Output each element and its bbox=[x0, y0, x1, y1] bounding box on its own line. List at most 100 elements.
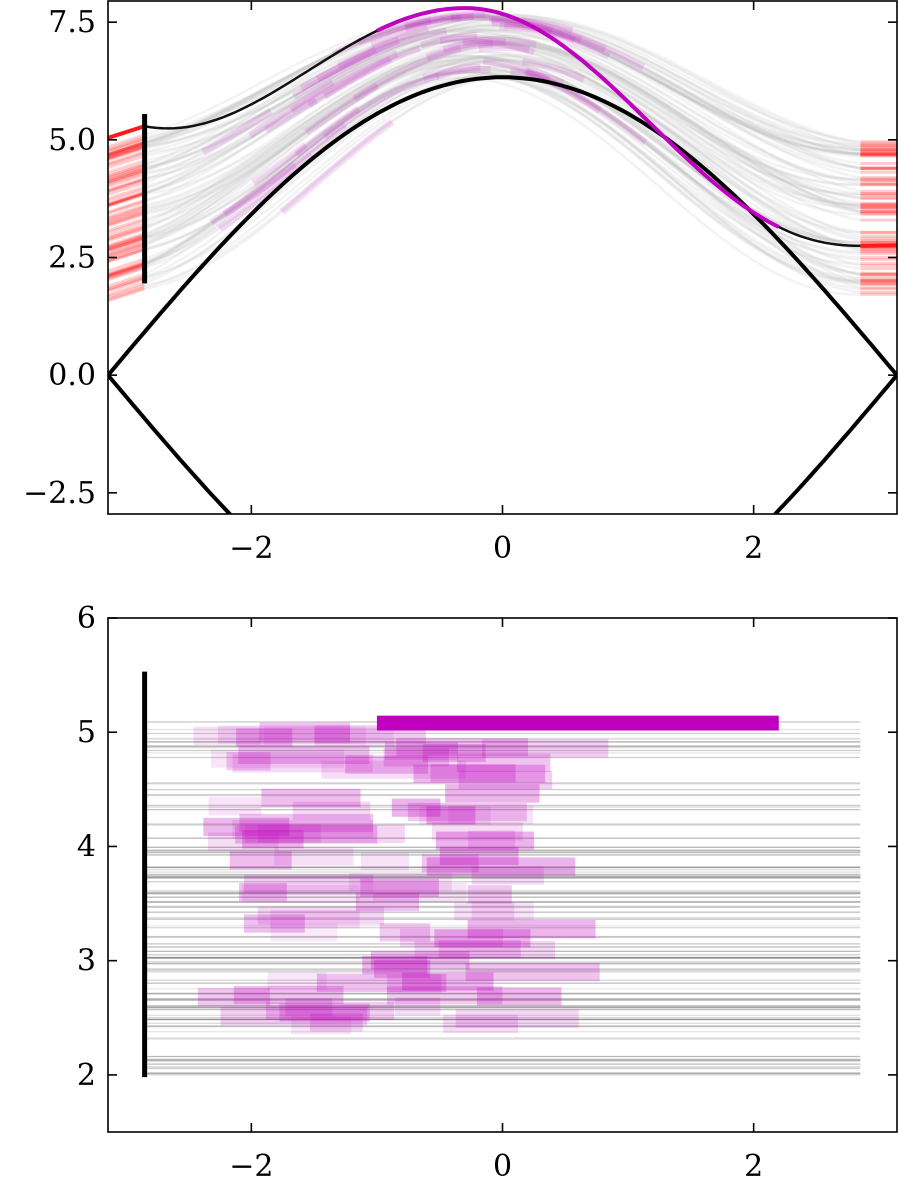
highlight-fragment bbox=[525, 69, 602, 114]
interval-bar bbox=[263, 726, 366, 745]
ensemble-line bbox=[144, 41, 861, 210]
interval-bar bbox=[426, 857, 576, 876]
edge-line-left bbox=[108, 241, 145, 257]
interval-bar bbox=[458, 770, 553, 790]
interval-bar bbox=[387, 974, 442, 993]
interval-bar bbox=[402, 972, 494, 991]
edge-line-left bbox=[108, 144, 145, 160]
interval-bar bbox=[197, 987, 270, 1007]
edge-line-left bbox=[108, 210, 145, 226]
edge-line-left bbox=[108, 137, 145, 152]
interval-bar bbox=[373, 882, 467, 902]
edge-line-left bbox=[108, 168, 145, 184]
interval-bar bbox=[421, 854, 479, 873]
interval-bar bbox=[414, 941, 555, 960]
interval-bar bbox=[383, 748, 449, 767]
highlight-fragment bbox=[370, 27, 448, 58]
interval-bar bbox=[217, 725, 351, 744]
edge-line-left bbox=[108, 168, 145, 184]
edge-line-left bbox=[108, 198, 145, 214]
interval-bar bbox=[422, 743, 486, 763]
ensemble-line bbox=[144, 46, 861, 222]
highlight-fragment bbox=[299, 36, 401, 92]
interval-bar bbox=[233, 985, 344, 1005]
interval-bar bbox=[291, 1015, 352, 1035]
edge-line-left bbox=[108, 163, 145, 178]
interval-bar bbox=[360, 852, 409, 871]
edge-line-left bbox=[108, 141, 145, 156]
highlight-fragment bbox=[357, 14, 462, 46]
ensemble-line bbox=[144, 69, 861, 280]
edge-line-left bbox=[108, 244, 145, 260]
edge-line-left bbox=[108, 264, 145, 279]
interval-bar bbox=[193, 726, 261, 745]
edge-line-left bbox=[108, 141, 145, 157]
ensemble-line bbox=[144, 25, 861, 174]
highlight-fragment bbox=[421, 63, 481, 82]
interval-bar bbox=[310, 1013, 363, 1032]
ensemble-line bbox=[144, 56, 861, 248]
upper-boundary-curve bbox=[108, 75, 897, 377]
x-tick-label: 2 bbox=[744, 531, 763, 566]
edge-line-left bbox=[108, 205, 145, 221]
interval-bar bbox=[203, 817, 290, 837]
ensemble-line bbox=[144, 16, 861, 152]
ensemble-line bbox=[144, 42, 861, 216]
interval-bar bbox=[481, 739, 609, 758]
highlight-fragment bbox=[222, 122, 348, 217]
edge-line-left bbox=[108, 207, 145, 222]
interval-bar bbox=[468, 830, 515, 849]
edge-line-left bbox=[108, 283, 145, 299]
highlight-fragment bbox=[510, 68, 565, 87]
interval-bar bbox=[235, 825, 378, 844]
edge-line-left bbox=[108, 165, 145, 180]
edge-line-left bbox=[108, 178, 145, 193]
reference-lines bbox=[144, 721, 861, 1076]
edge-line-left bbox=[108, 193, 145, 208]
edge-line-left bbox=[108, 262, 145, 278]
edge-line-left bbox=[108, 159, 145, 175]
interval-bar bbox=[436, 831, 535, 850]
interval-bar bbox=[395, 997, 441, 1016]
highlight-fragment bbox=[322, 45, 422, 100]
highlight-fragment bbox=[442, 38, 506, 53]
edge-line-left bbox=[108, 281, 145, 297]
y-tick-label: 3 bbox=[77, 944, 96, 979]
interval-bar bbox=[207, 832, 279, 851]
ensemble-line bbox=[144, 25, 861, 174]
edge-line-left bbox=[108, 136, 145, 151]
top-axis-ticks: −2 0 2 −2.5 0.0 2.5 5.0 7.5 bbox=[23, 1, 897, 566]
interval-bar bbox=[362, 955, 428, 975]
highlight-fragment bbox=[279, 119, 395, 215]
edge-line-left bbox=[108, 225, 145, 241]
ensemble-line bbox=[144, 38, 861, 207]
edge-line-left bbox=[108, 217, 145, 233]
interval-bar bbox=[467, 920, 596, 939]
highlight-fragment bbox=[435, 65, 491, 80]
interval-bar bbox=[242, 884, 360, 904]
ensemble-line bbox=[144, 17, 861, 156]
ensemble-line bbox=[144, 23, 861, 170]
interval-bar bbox=[391, 798, 441, 817]
interval-bar bbox=[467, 885, 512, 904]
ensemble-line bbox=[144, 73, 861, 286]
ensemble-line bbox=[144, 68, 861, 276]
edge-line-left bbox=[108, 236, 145, 252]
edge-line-left bbox=[108, 167, 145, 182]
ensemble-line bbox=[144, 21, 861, 165]
edge-line-left bbox=[108, 200, 145, 215]
interval-bar bbox=[476, 987, 562, 1006]
edge-line-left bbox=[108, 233, 145, 249]
edge-line-left bbox=[108, 248, 145, 263]
highlight-fragment bbox=[504, 21, 607, 53]
ensemble-line bbox=[144, 50, 861, 234]
edge-line-left bbox=[108, 133, 145, 149]
ensemble-line bbox=[144, 16, 861, 155]
interval-bar bbox=[211, 749, 344, 768]
highlight-fragments bbox=[201, 9, 648, 232]
edge-line-left bbox=[108, 166, 145, 181]
highlight-fragment bbox=[521, 17, 646, 71]
highlight-fragment bbox=[369, 12, 475, 48]
ensemble-line bbox=[144, 57, 861, 248]
edge-line-left bbox=[108, 263, 145, 278]
